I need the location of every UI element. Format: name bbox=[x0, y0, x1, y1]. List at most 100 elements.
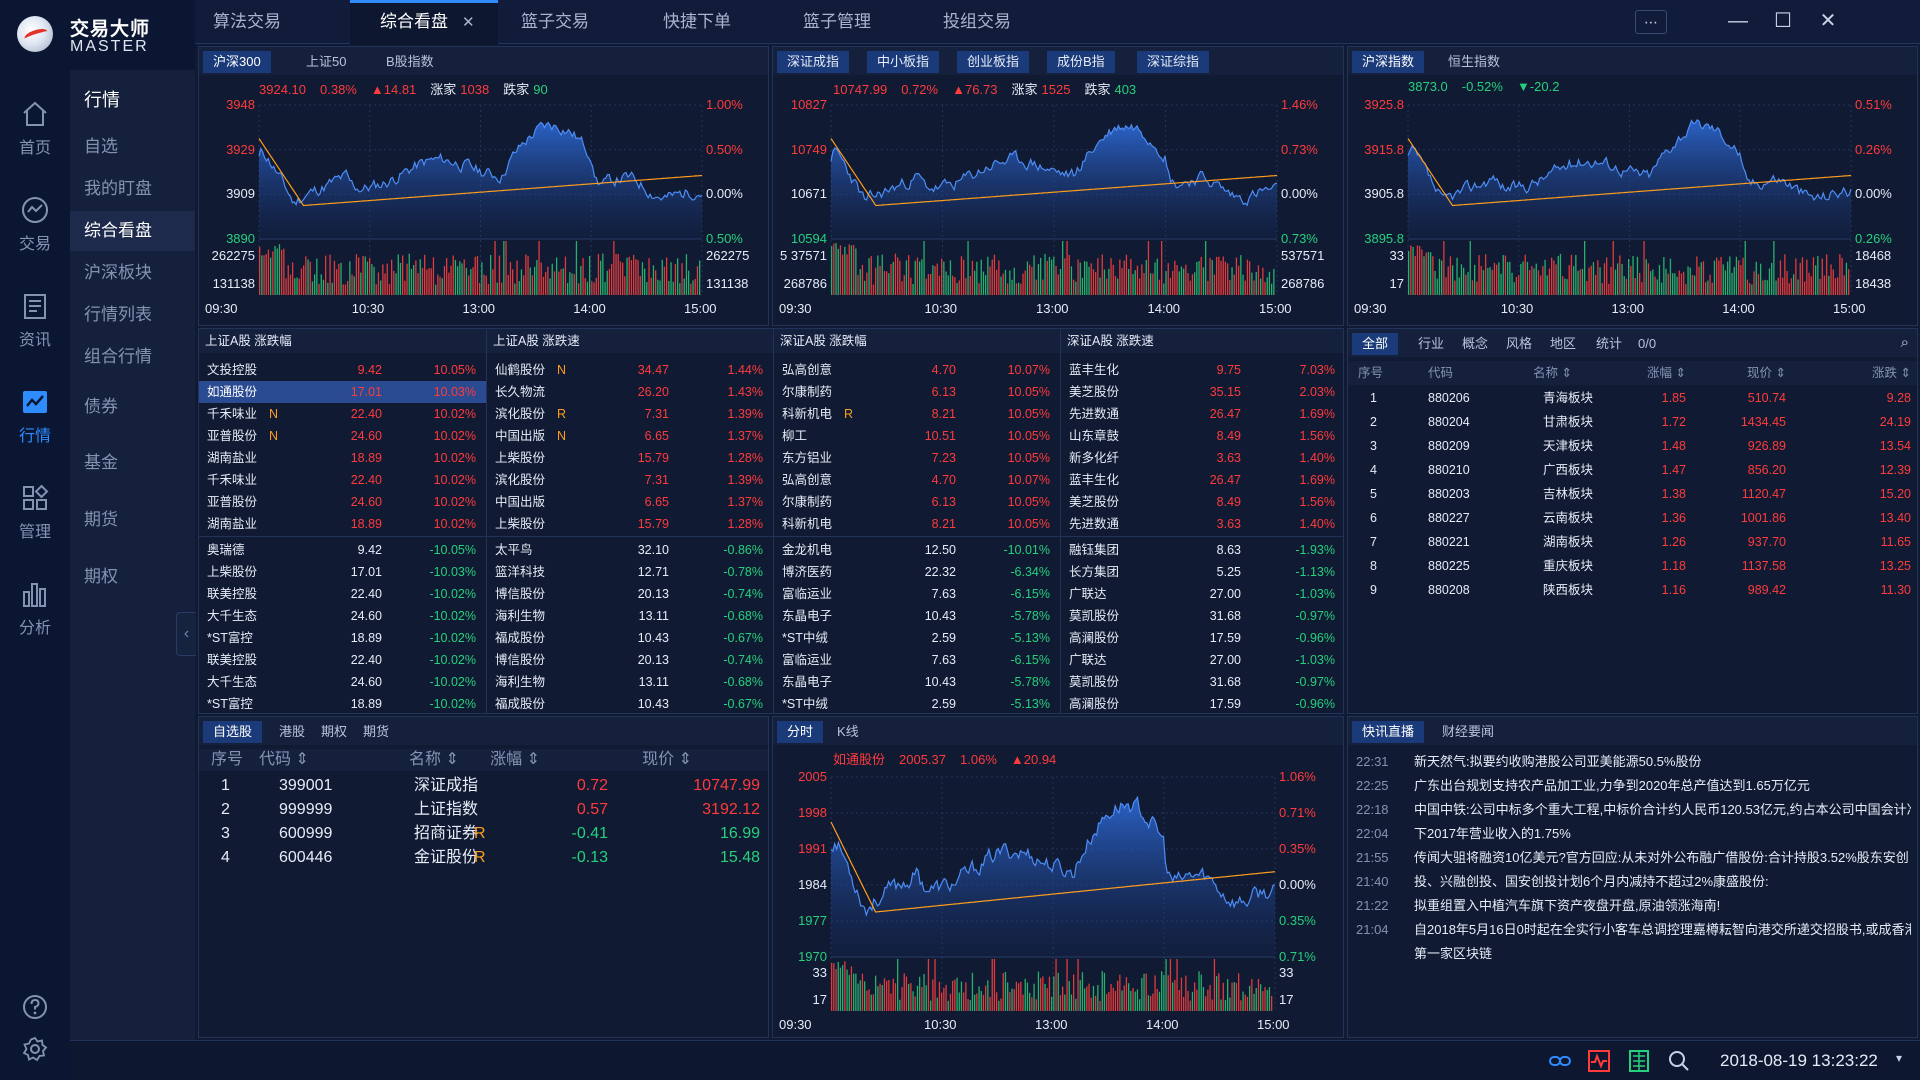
tab-overview[interactable]: 综合看盘 ✕ bbox=[350, 0, 498, 44]
rank-row[interactable]: 广联达 27.00 -1.03% bbox=[1061, 649, 1343, 671]
rank-row[interactable]: 滨化股份 7.31 1.39% bbox=[487, 469, 773, 491]
chart-tab[interactable]: 成份B指 bbox=[1047, 51, 1115, 73]
sector-row[interactable]: 4 880210 广西板块 1.47 856.20 12.39 bbox=[1348, 459, 1917, 481]
sector-row[interactable]: 2 880204 甘肃板块 1.72 1434.45 24.19 bbox=[1348, 411, 1917, 433]
rank-row[interactable]: 联美控股 22.40 -10.02% bbox=[199, 583, 486, 605]
watchlist-row[interactable]: 2 999999 上证指数 0.57 3192.12 bbox=[199, 799, 768, 821]
watchlist-tab[interactable]: 港股 bbox=[279, 724, 306, 739]
subnav-item-funds[interactable]: 基金 bbox=[84, 453, 118, 472]
chart-tab[interactable]: K线 bbox=[837, 724, 859, 739]
rank-row[interactable]: 博信股份 20.13 -0.74% bbox=[487, 649, 773, 671]
rank-row[interactable]: 东晶电子 10.43 -5.78% bbox=[774, 605, 1060, 627]
rank-row[interactable]: 福成股份 10.43 -0.67% bbox=[487, 693, 773, 713]
rail-item-trade[interactable]: 交易 bbox=[0, 188, 70, 272]
rank-row[interactable]: 尔康制药 6.13 10.05% bbox=[774, 381, 1060, 403]
rank-row[interactable]: 滨化股份 R 7.31 1.39% bbox=[487, 403, 773, 425]
sector-tab[interactable]: 0/0 bbox=[1638, 336, 1657, 351]
sector-tab[interactable]: 风格 bbox=[1506, 336, 1533, 351]
rank-row[interactable]: 大千生态 24.60 -10.02% bbox=[199, 605, 486, 627]
column-header[interactable]: 序号 bbox=[1358, 366, 1384, 380]
rank-row[interactable]: 科新机电 R 8.21 10.05% bbox=[774, 403, 1060, 425]
rank-row[interactable]: 中国出版 6.65 1.37% bbox=[487, 491, 773, 513]
close-window-icon[interactable]: ✕ bbox=[1819, 10, 1837, 32]
rank-row[interactable]: 先进数通 3.63 1.40% bbox=[1061, 513, 1343, 535]
rank-row[interactable]: 先进数通 26.47 1.69% bbox=[1061, 403, 1343, 425]
rank-row[interactable]: 亚普股份 24.60 10.02% bbox=[199, 491, 486, 513]
sector-row[interactable]: 1 880206 青海板块 1.85 510.74 9.28 bbox=[1348, 387, 1917, 409]
help-icon[interactable] bbox=[21, 993, 49, 1021]
chart-tab[interactable]: B股指数 bbox=[386, 54, 434, 69]
column-header[interactable]: 现价 ⇕ bbox=[642, 751, 692, 768]
rank-row[interactable]: 蓝丰生化 26.47 1.69% bbox=[1061, 469, 1343, 491]
rank-row[interactable]: 高澜股份 17.59 -0.96% bbox=[1061, 693, 1343, 713]
news-item[interactable]: 21:22 拟重组置入中植汽车旗下资产夜盘开盘,原油领涨海南! bbox=[1356, 895, 1911, 917]
maximize-icon[interactable]: ☐ bbox=[1774, 10, 1792, 32]
watchlist-row[interactable]: 3 600999 招商证券 R -0.41 16.99 bbox=[199, 823, 768, 845]
tab-basket-trading[interactable]: 篮子交易 bbox=[521, 12, 589, 31]
news-item[interactable]: 22:04 下2017年营业收入的1.75% bbox=[1356, 823, 1911, 845]
column-header[interactable]: 名称 ⇕ bbox=[1533, 366, 1572, 380]
column-header[interactable]: 代码 bbox=[1428, 366, 1454, 380]
search-icon[interactable]: ⌕ bbox=[1900, 334, 1909, 351]
rank-row[interactable]: 上柴股份 15.79 1.28% bbox=[487, 447, 773, 469]
link-icon[interactable] bbox=[1548, 1051, 1572, 1071]
chart-tab[interactable]: 恒生指数 bbox=[1448, 54, 1501, 69]
rank-row[interactable]: 文投控股 9.42 10.05% bbox=[199, 359, 486, 381]
sector-row[interactable]: 9 880208 陕西板块 1.16 989.42 11.30 bbox=[1348, 579, 1917, 601]
news-item[interactable]: 21:04 自2018年5月16日0时起在全实行小客车总调控理嘉樽耘智向港交所递交… bbox=[1356, 919, 1911, 941]
settings-icon[interactable] bbox=[21, 1035, 49, 1063]
rail-item-manage[interactable]: 管理 bbox=[0, 476, 70, 560]
rank-row[interactable]: 如通股份 17.01 10.03% bbox=[199, 381, 486, 403]
column-header[interactable]: 现价 ⇕ bbox=[1747, 366, 1786, 380]
rank-row[interactable]: 弘高创意 4.70 10.07% bbox=[774, 469, 1060, 491]
rail-item-market[interactable]: 行情 bbox=[0, 380, 70, 464]
chart-tab[interactable]: 沪深300 bbox=[203, 51, 271, 73]
rank-row[interactable]: 美芝股份 8.49 1.56% bbox=[1061, 491, 1343, 513]
rank-row[interactable]: 科新机电 8.21 10.05% bbox=[774, 513, 1060, 535]
rank-row[interactable]: 奥瑞德 9.42 -10.05% bbox=[199, 539, 486, 561]
sector-row[interactable]: 8 880225 重庆板块 1.18 1137.58 13.25 bbox=[1348, 555, 1917, 577]
sector-row[interactable]: 5 880203 吉林板块 1.38 1120.47 15.20 bbox=[1348, 483, 1917, 505]
rank-row[interactable]: *ST富控 18.89 -10.02% bbox=[199, 693, 486, 713]
sector-row[interactable]: 6 880227 云南板块 1.36 1001.86 13.40 bbox=[1348, 507, 1917, 529]
tab-quick-order[interactable]: 快捷下单 bbox=[663, 12, 731, 31]
rank-row[interactable]: 湖南盐业 18.89 10.02% bbox=[199, 513, 486, 535]
chart-tab[interactable]: 创业板指 bbox=[957, 51, 1030, 73]
rail-item-analysis[interactable]: 分析 bbox=[0, 572, 70, 656]
watchlist-tab[interactable]: 期货 bbox=[363, 724, 390, 739]
rank-row[interactable]: 新多化纤 3.63 1.40% bbox=[1061, 447, 1343, 469]
column-header[interactable]: 序号 bbox=[211, 751, 244, 768]
rank-row[interactable]: 亚普股份 N 24.60 10.02% bbox=[199, 425, 486, 447]
watchlist-row[interactable]: 4 600446 金证股份 R -0.13 15.48 bbox=[199, 847, 768, 869]
sector-row[interactable]: 3 880209 天津板块 1.48 926.89 13.54 bbox=[1348, 435, 1917, 457]
chart-tab[interactable]: 沪深指数 bbox=[1352, 51, 1425, 73]
rank-row[interactable]: 富临运业 7.63 -6.15% bbox=[774, 649, 1060, 671]
rank-row[interactable]: 海利生物 13.11 -0.68% bbox=[487, 671, 773, 693]
rail-item-home[interactable]: 首页 bbox=[0, 92, 70, 176]
column-header[interactable]: 代码 ⇕ bbox=[259, 751, 309, 768]
news-tab[interactable]: 快讯直播 bbox=[1352, 721, 1425, 743]
rank-row[interactable]: 莫凯股份 31.68 -0.97% bbox=[1061, 671, 1343, 693]
subnav-item-bonds[interactable]: 债券 bbox=[84, 397, 118, 416]
rank-row[interactable]: 仙鹤股份 N 34.47 1.44% bbox=[487, 359, 773, 381]
news-item[interactable]: 22:18 中国中铁:公司中标多个重大工程,中标价合计约人民币120.53亿元,约… bbox=[1356, 799, 1911, 821]
rank-row[interactable]: 湖南盐业 18.89 10.02% bbox=[199, 447, 486, 469]
sector-tab[interactable]: 统计 bbox=[1596, 336, 1623, 351]
column-header[interactable]: 涨跌 ⇕ bbox=[1872, 366, 1911, 380]
subnav-item-portfolio[interactable]: 组合行情 bbox=[84, 347, 152, 366]
rank-row[interactable]: 金龙机电 12.50 -10.01% bbox=[774, 539, 1060, 561]
sheet-icon[interactable] bbox=[1628, 1050, 1650, 1072]
rail-item-news[interactable]: 资讯 bbox=[0, 284, 70, 368]
news-item[interactable]: 22:31 新天然气:拟要约收购港股公司亚美能源50.5%股份 bbox=[1356, 751, 1911, 773]
chart-tab[interactable]: 分时 bbox=[777, 721, 824, 743]
rank-row[interactable]: 大千生态 24.60 -10.02% bbox=[199, 671, 486, 693]
rank-row[interactable]: 福成股份 10.43 -0.67% bbox=[487, 627, 773, 649]
watchlist-row[interactable]: 1 399001 深证成指 0.72 10747.99 bbox=[199, 775, 768, 797]
rank-row[interactable]: 中国出版 N 6.65 1.37% bbox=[487, 425, 773, 447]
sector-tab[interactable]: 概念 bbox=[1462, 336, 1489, 351]
rank-row[interactable]: 太平鸟 32.10 -0.86% bbox=[487, 539, 773, 561]
rank-row[interactable]: 东方铝业 7.23 10.05% bbox=[774, 447, 1060, 469]
subnav-item-options[interactable]: 期权 bbox=[84, 567, 118, 586]
rank-row[interactable]: 上柴股份 17.01 -10.03% bbox=[199, 561, 486, 583]
watchlist-tab[interactable]: 期权 bbox=[321, 724, 348, 739]
